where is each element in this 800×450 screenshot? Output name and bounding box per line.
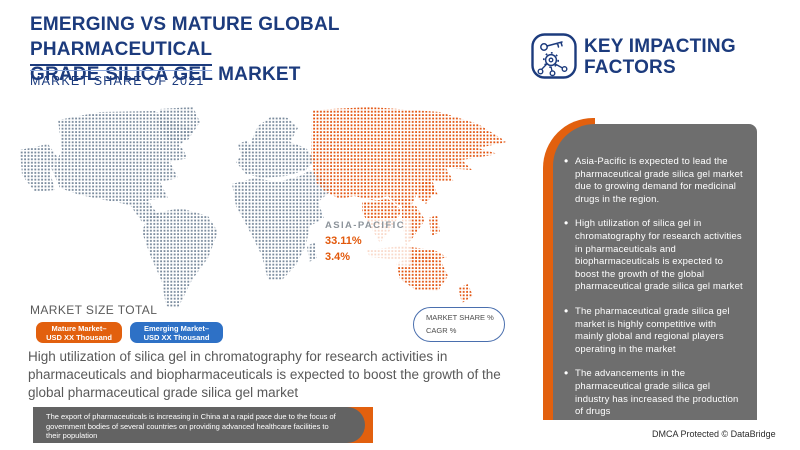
key-factors-heading-line2: FACTORS — [584, 57, 676, 78]
key-factors-panel: Asia-Pacific is expected to lead the pha… — [553, 124, 757, 420]
dmca-footer: DMCA Protected © DataBridge — [652, 429, 776, 439]
asia-pacific-cagr: 3.4% — [325, 251, 351, 263]
asia-pacific-data-label: ASIA-PACIFIC 33.11% 3.4% — [320, 218, 410, 266]
asia-pacific-market-share: 33.11% — [325, 235, 362, 247]
title-underline — [30, 64, 212, 71]
asia-pacific-region — [311, 107, 507, 303]
key-factor-item: Asia-Pacific is expected to lead the pha… — [564, 155, 747, 206]
key-factors-heading-line1: KEY IMPACTING — [584, 36, 736, 57]
mature-market-label-line2: USD XX Thousand — [46, 332, 112, 342]
insight-text: High utilization of silica gel in chroma… — [28, 349, 501, 400]
mature-regions — [20, 107, 332, 308]
world-dot-map — [10, 100, 520, 330]
emerging-market-legend-pill: Emerging Market– USD XX Thousand — [130, 322, 223, 343]
metric-market-share-label: MARKET SHARE % — [426, 313, 494, 322]
export-callout: The export of pharmaceuticals is increas… — [33, 407, 365, 443]
metrics-legend: MARKET SHARE % CAGR % — [413, 307, 505, 342]
mature-market-label-line1: Mature Market– — [51, 323, 107, 333]
key-factor-item: The advancements in the pharmaceutical g… — [564, 367, 747, 418]
page-title-line2: GRADE SILICA GEL MARKET — [30, 64, 301, 85]
metric-cagr-label: CAGR % — [426, 326, 457, 335]
mature-market-legend-pill: Mature Market– USD XX Thousand — [36, 322, 122, 343]
key-factors-heading: KEY IMPACTING FACTORS — [584, 36, 736, 78]
key-factor-item: High utilization of silica gel in chroma… — [564, 217, 747, 294]
market-size-total-label: MARKET SIZE TOTAL — [30, 303, 158, 317]
page-title: EMERGING VS MATURE GLOBAL PHARMACEUTICAL… — [30, 12, 500, 87]
page-title-line1: EMERGING VS MATURE GLOBAL PHARMACEUTICAL — [30, 14, 340, 60]
emerging-market-label-line2: USD XX Thousand — [143, 332, 210, 342]
key-factor-item: The pharmaceutical grade silica gel mark… — [564, 305, 747, 356]
key-factors-icon — [531, 33, 577, 79]
emerging-market-label-line1: Emerging Market– — [143, 323, 210, 333]
page-subtitle: MARKET SHARE OF 2021 — [30, 74, 205, 88]
asia-pacific-region-label: ASIA-PACIFIC — [325, 220, 405, 231]
key-factors-list: Asia-Pacific is expected to lead the pha… — [553, 124, 757, 419]
